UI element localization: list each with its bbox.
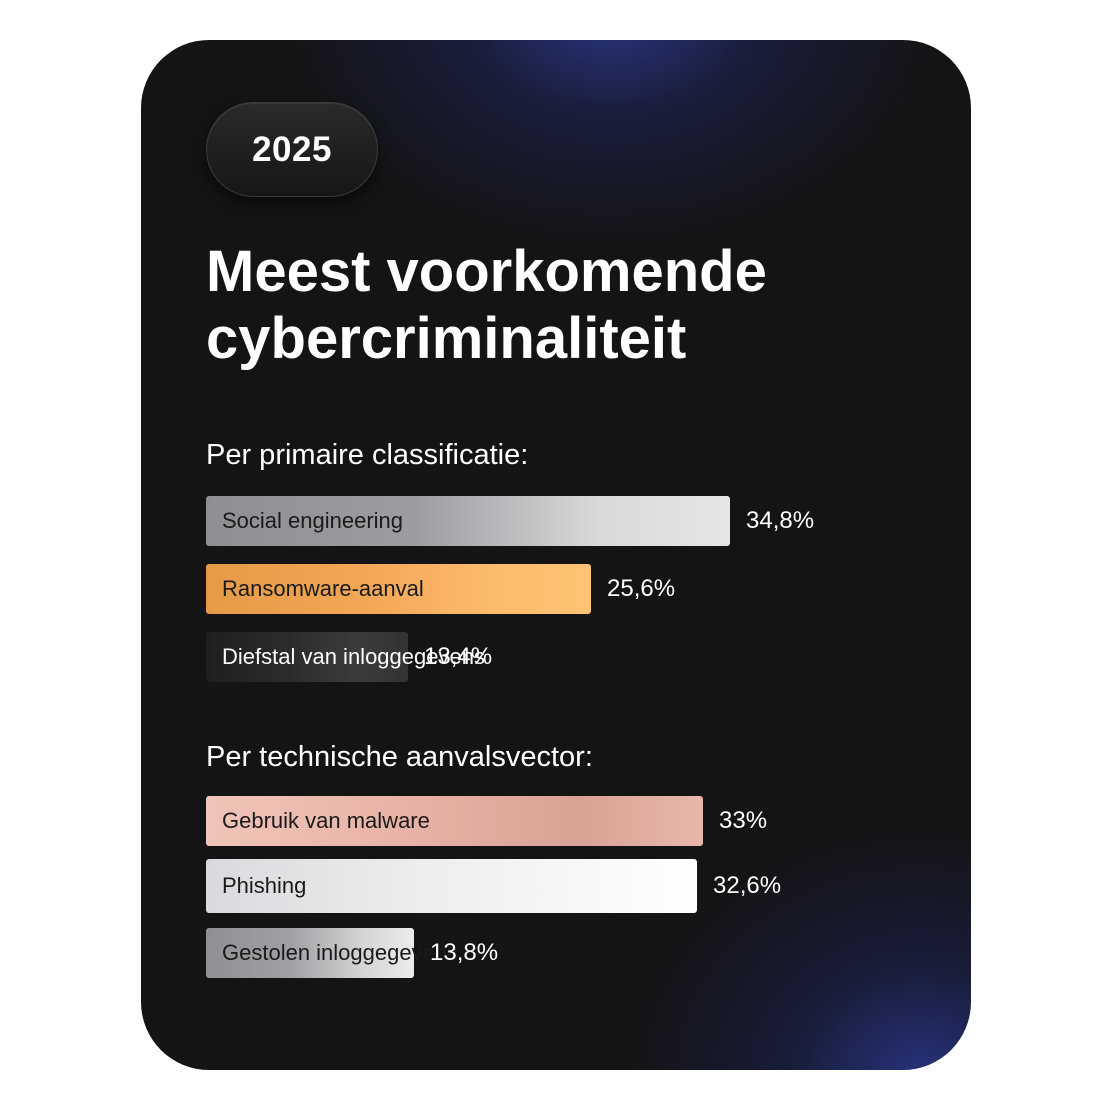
bar-value-label: 13,8%: [430, 939, 499, 966]
bar-value-label: 32,6%: [713, 872, 782, 899]
chart-title-primary-classification: Per primaire classificatie:: [206, 439, 529, 471]
bar: Gebruik van malware: [206, 796, 703, 846]
bar: Social engineering: [206, 496, 730, 546]
bar-value-label: 33%: [719, 807, 768, 834]
chart-title-attack-vector: Per technische aanvalsvector:: [206, 741, 593, 773]
bar: Diefstal van inloggegevens: [206, 632, 485, 682]
bar: Gestolen inloggegevens: [206, 928, 458, 978]
page-title: Meest voorkomende cybercriminaliteit: [206, 238, 926, 372]
bar-value-label: 13,4%: [424, 643, 493, 670]
year-badge: 2025: [206, 102, 378, 197]
bar-value-label: 34,8%: [746, 507, 815, 534]
infographic-card: 2025 Meest voorkomende cybercriminalitei…: [141, 40, 971, 1070]
title-line-2: cybercriminaliteit: [206, 306, 687, 371]
bar: Phishing: [206, 859, 697, 913]
title-line-1: Meest voorkomende: [206, 239, 767, 304]
bar: Ransomware-aanval: [206, 564, 591, 614]
bar-value-label: 25,6%: [607, 575, 676, 602]
